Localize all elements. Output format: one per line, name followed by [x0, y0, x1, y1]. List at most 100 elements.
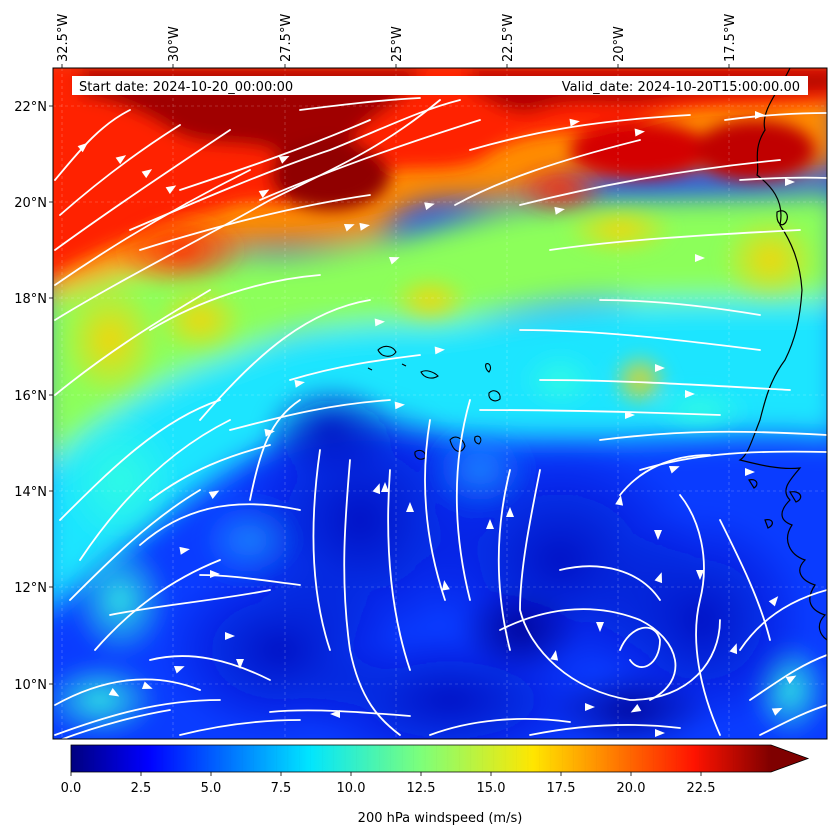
colorbar-tick-label: 22.5	[687, 781, 716, 796]
colorbar-tick-label: 5.0	[201, 781, 222, 796]
streamline-arrow	[165, 185, 177, 195]
streamline-arrow	[655, 364, 665, 372]
streamline-arrow	[141, 169, 153, 179]
lon-tick-label: 22.5°W	[501, 14, 516, 62]
streamline	[619, 626, 661, 668]
streamline	[519, 329, 761, 351]
streamline	[312, 449, 331, 651]
streamline-arrow	[596, 622, 604, 632]
streamline-arrow	[359, 222, 370, 231]
streamline	[60, 709, 171, 739]
streamline	[599, 430, 827, 441]
latitude-tick-labels: 22°N 20°N 18°N 16°N 14°N 12°N 10°N	[14, 100, 53, 693]
wind-streamlines	[54, 97, 827, 739]
streamline	[59, 399, 221, 521]
colorbar-ticks: 0.0 2.5 5.0 7.5 10.0 12.5 15.0 17.5 20.0 22.5	[61, 772, 716, 796]
streamline	[519, 159, 781, 206]
colorbar-tick-label: 17.5	[547, 781, 576, 796]
streamline	[149, 274, 321, 331]
start-date-label: Start date: 2024-10-20_00:00:00	[79, 80, 293, 95]
lat-tick-label: 10°N	[14, 678, 47, 693]
streamline	[79, 419, 231, 561]
streamline-arrow	[330, 710, 340, 718]
streamline-arrow	[696, 570, 704, 580]
date-banner	[72, 76, 808, 95]
streamline	[529, 724, 681, 736]
streamline	[519, 469, 721, 701]
streamline-arrowheads	[77, 111, 797, 737]
streamline	[94, 559, 221, 651]
colorbar-tick-label: 0.0	[61, 781, 82, 796]
streamline	[289, 354, 421, 381]
streamline	[249, 399, 301, 501]
streamline-arrow	[77, 142, 88, 153]
lon-tick-label: 27.5°W	[279, 14, 294, 62]
streamline	[739, 589, 827, 651]
streamline	[724, 112, 827, 121]
lat-tick-label: 16°N	[14, 389, 47, 404]
streamline-arrow	[388, 256, 400, 265]
streamline-arrow	[668, 465, 680, 474]
colorbar-tick-label: 12.5	[407, 781, 436, 796]
streamline-arrow	[729, 643, 738, 655]
streamline-arrow	[634, 128, 645, 137]
streamline	[719, 519, 771, 641]
streamline-arrow	[654, 572, 663, 584]
valid-date-label: Valid_date: 2024-10-20T15:00:00.00	[562, 80, 800, 95]
streamline-arrow	[294, 379, 305, 388]
streamline-arrow	[210, 570, 220, 578]
streamline-arrow	[374, 318, 385, 327]
streamline-arrow	[394, 401, 405, 410]
streamline	[69, 489, 201, 601]
streamline	[139, 503, 301, 546]
streamline-arrow	[115, 155, 127, 165]
colorbar: 0.0 2.5 5.0 7.5 10.0 12.5 15.0 17.5 20.0 22.5 200…	[61, 744, 810, 826]
lat-tick-label: 18°N	[14, 292, 47, 307]
streamline	[179, 119, 371, 191]
lat-tick-label: 22°N	[14, 100, 47, 115]
streamline-arrow	[141, 681, 153, 690]
longitude-tick-labels: 32.5°W 30°W 27.5°W 25°W 22.5°W 20°W 17.5°W	[56, 14, 738, 68]
streamline-arrow	[785, 675, 797, 684]
streamline	[455, 399, 471, 601]
streamline-arrow	[569, 118, 580, 127]
lon-tick-label: 25°W	[390, 26, 405, 62]
streamline-arrow	[755, 111, 765, 119]
streamline	[199, 299, 371, 421]
colorbar-tick-label: 2.5	[131, 781, 152, 796]
streamline-arrow	[343, 223, 355, 232]
streamline-arrow	[695, 254, 705, 262]
coastline	[738, 68, 827, 641]
streamline	[454, 139, 641, 206]
streamline-arrow	[434, 346, 445, 355]
map-frame	[52, 67, 828, 740]
streamline-arrow	[406, 502, 414, 512]
streamline	[429, 718, 571, 736]
lon-tick-label: 30°W	[167, 26, 182, 62]
streamline	[269, 709, 411, 717]
graticule	[53, 68, 827, 739]
streamline	[149, 444, 271, 501]
colorbar-tick-label: 15.0	[477, 781, 506, 796]
streamline-arrow	[506, 507, 514, 517]
streamline-arrow	[615, 495, 624, 506]
streamline	[109, 589, 271, 616]
streamline-arrow	[745, 468, 755, 476]
lat-tick-label: 12°N	[14, 581, 47, 596]
streamline	[387, 469, 411, 671]
streamline	[619, 454, 711, 496]
streamline	[499, 608, 677, 701]
streamline	[149, 655, 271, 681]
streamline-arrow	[654, 530, 662, 540]
streamline	[479, 409, 721, 416]
streamline	[129, 99, 461, 231]
colorbar-tick-label: 7.5	[271, 781, 292, 796]
streamline-arrow	[264, 428, 275, 437]
streamline-arrow	[486, 519, 494, 529]
streamline-arrow	[785, 178, 795, 186]
streamline	[229, 399, 391, 431]
streamline-arrow	[424, 202, 435, 211]
streamline	[54, 289, 211, 396]
